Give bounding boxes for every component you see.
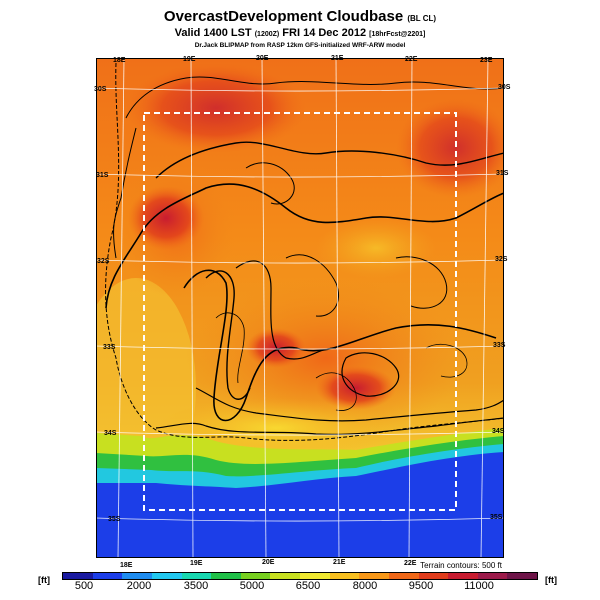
top-lon-label: 23E	[480, 57, 493, 64]
terrain-contour	[341, 352, 400, 397]
right-lat-label: 35S	[490, 514, 503, 521]
color-scale-swatch	[418, 573, 449, 579]
grid-parallel	[96, 87, 504, 92]
left-lat-label: 34S	[104, 430, 117, 437]
coastline	[105, 62, 504, 441]
grid-parallel	[96, 517, 504, 522]
terrain-contour	[215, 312, 245, 384]
bottom-lon-label: 19E	[190, 560, 203, 567]
terrain-contour	[245, 162, 295, 205]
left-lat-label: 32S	[97, 258, 110, 265]
legend-label: 5000	[239, 580, 265, 592]
grid-parallel	[96, 345, 504, 350]
bottom-lon-label: 21E	[333, 559, 346, 566]
right-lat-label: 31S	[496, 170, 509, 177]
left-lat-label: 35S	[108, 516, 121, 523]
left-lat-label: 30S	[94, 86, 107, 93]
ocean-low-cloudbase	[96, 452, 504, 558]
right-lat-label: 33S	[493, 342, 506, 349]
northeast-yellow-zone	[316, 218, 436, 278]
color-scale-bar	[62, 572, 538, 580]
color-scale-swatch	[507, 573, 537, 579]
color-scale-swatch	[359, 573, 389, 579]
grid-meridian	[408, 58, 413, 558]
high-cloudbase-central	[316, 366, 396, 410]
terrain-contour	[183, 269, 497, 422]
map-frame	[96, 58, 504, 558]
terrain-contour	[315, 372, 357, 411]
color-scale-swatch	[122, 573, 152, 579]
legend-label: 500	[74, 580, 94, 592]
color-scale-swatch	[388, 573, 419, 579]
grid-meridian	[335, 58, 340, 558]
legend-label: 6500	[295, 580, 321, 592]
color-scale-swatch	[300, 573, 330, 579]
top-lon-label: 20E	[256, 55, 269, 62]
bottom-lon-label: 18E	[120, 562, 133, 569]
top-lon-label: 22E	[405, 56, 418, 63]
legend-label: 3500	[183, 580, 209, 592]
map-title: OvercastDevelopment Cloudbase (BL CL)	[0, 8, 600, 25]
karoo-warm-zone	[186, 278, 466, 438]
high-cloudbase-north	[126, 63, 306, 153]
grid-parallel	[96, 173, 504, 178]
grid-meridian	[480, 58, 489, 558]
left-lat-label: 33S	[103, 344, 116, 351]
cloudbase-field	[96, 58, 504, 558]
grid-parallel	[96, 431, 504, 436]
bottom-lon-label: 20E	[262, 559, 275, 566]
inner-domain-boundary	[143, 112, 457, 511]
terrain-contour	[285, 254, 339, 317]
forecast-date: FRI 14 Dec 2012	[282, 27, 367, 39]
color-scale-swatch	[63, 573, 93, 579]
map-subtitle: Valid 1400 LST (1200Z) FRI 14 Dec 2012 […	[0, 27, 600, 39]
high-cloudbase-west	[128, 186, 204, 250]
right-lat-label: 30S	[498, 84, 511, 91]
legend-label: 11000	[464, 580, 494, 592]
title-main: OvercastDevelopment Cloudbase	[163, 8, 404, 25]
terrain-contour	[205, 270, 251, 400]
terrain-contour	[155, 141, 504, 179]
color-scale-swatch	[448, 573, 478, 579]
legend-unit-left: [ft]	[38, 575, 50, 585]
color-scale-swatch	[211, 573, 241, 579]
terrain-contour-note: Terrain contours: 500 ft	[420, 561, 502, 570]
legend-unit-right: [ft]	[545, 575, 557, 585]
color-scale-swatch	[92, 573, 123, 579]
color-scale-swatch	[181, 573, 212, 579]
color-scale-swatch	[477, 573, 508, 579]
legend-label: 8000	[352, 580, 378, 592]
grid-meridian	[117, 58, 125, 558]
color-scale-swatch	[329, 573, 360, 579]
right-lat-label: 34S	[492, 428, 505, 435]
forecast-run: [18hrFcst@2201]	[369, 31, 426, 38]
legend-label: 9500	[408, 580, 434, 592]
color-scale-swatch	[240, 573, 271, 579]
top-lon-label: 21E	[331, 55, 344, 62]
high-cloudbase-northeast	[396, 98, 504, 198]
model-credit: Dr.Jack BLIPMAP from RASP 12km GFS-initi…	[194, 42, 406, 49]
grid-parallel	[96, 259, 504, 264]
terrain-contour	[125, 76, 504, 119]
terrain-contour	[425, 344, 468, 378]
valid-code: (1200Z)	[254, 31, 280, 38]
color-scale-swatch	[270, 573, 300, 579]
lat-lon-grid	[96, 58, 504, 558]
grid-meridian	[261, 58, 267, 558]
terrain-contour	[395, 256, 448, 309]
bottom-lon-label: 22E	[404, 560, 417, 567]
title-suffix: (BL CL)	[407, 14, 437, 23]
legend-label: 2000	[126, 580, 152, 592]
terrain-contour	[195, 387, 504, 422]
right-lat-label: 32S	[495, 256, 508, 263]
top-lon-label: 19E	[183, 56, 196, 63]
cloudbase-map	[96, 58, 504, 558]
color-scale-swatch	[151, 573, 182, 579]
grid-meridian	[190, 58, 194, 558]
top-lon-label: 18E	[113, 57, 126, 64]
terrain-contour	[105, 183, 504, 309]
left-lat-label: 31S	[96, 172, 109, 179]
valid-time: Valid 1400 LST	[174, 27, 252, 39]
